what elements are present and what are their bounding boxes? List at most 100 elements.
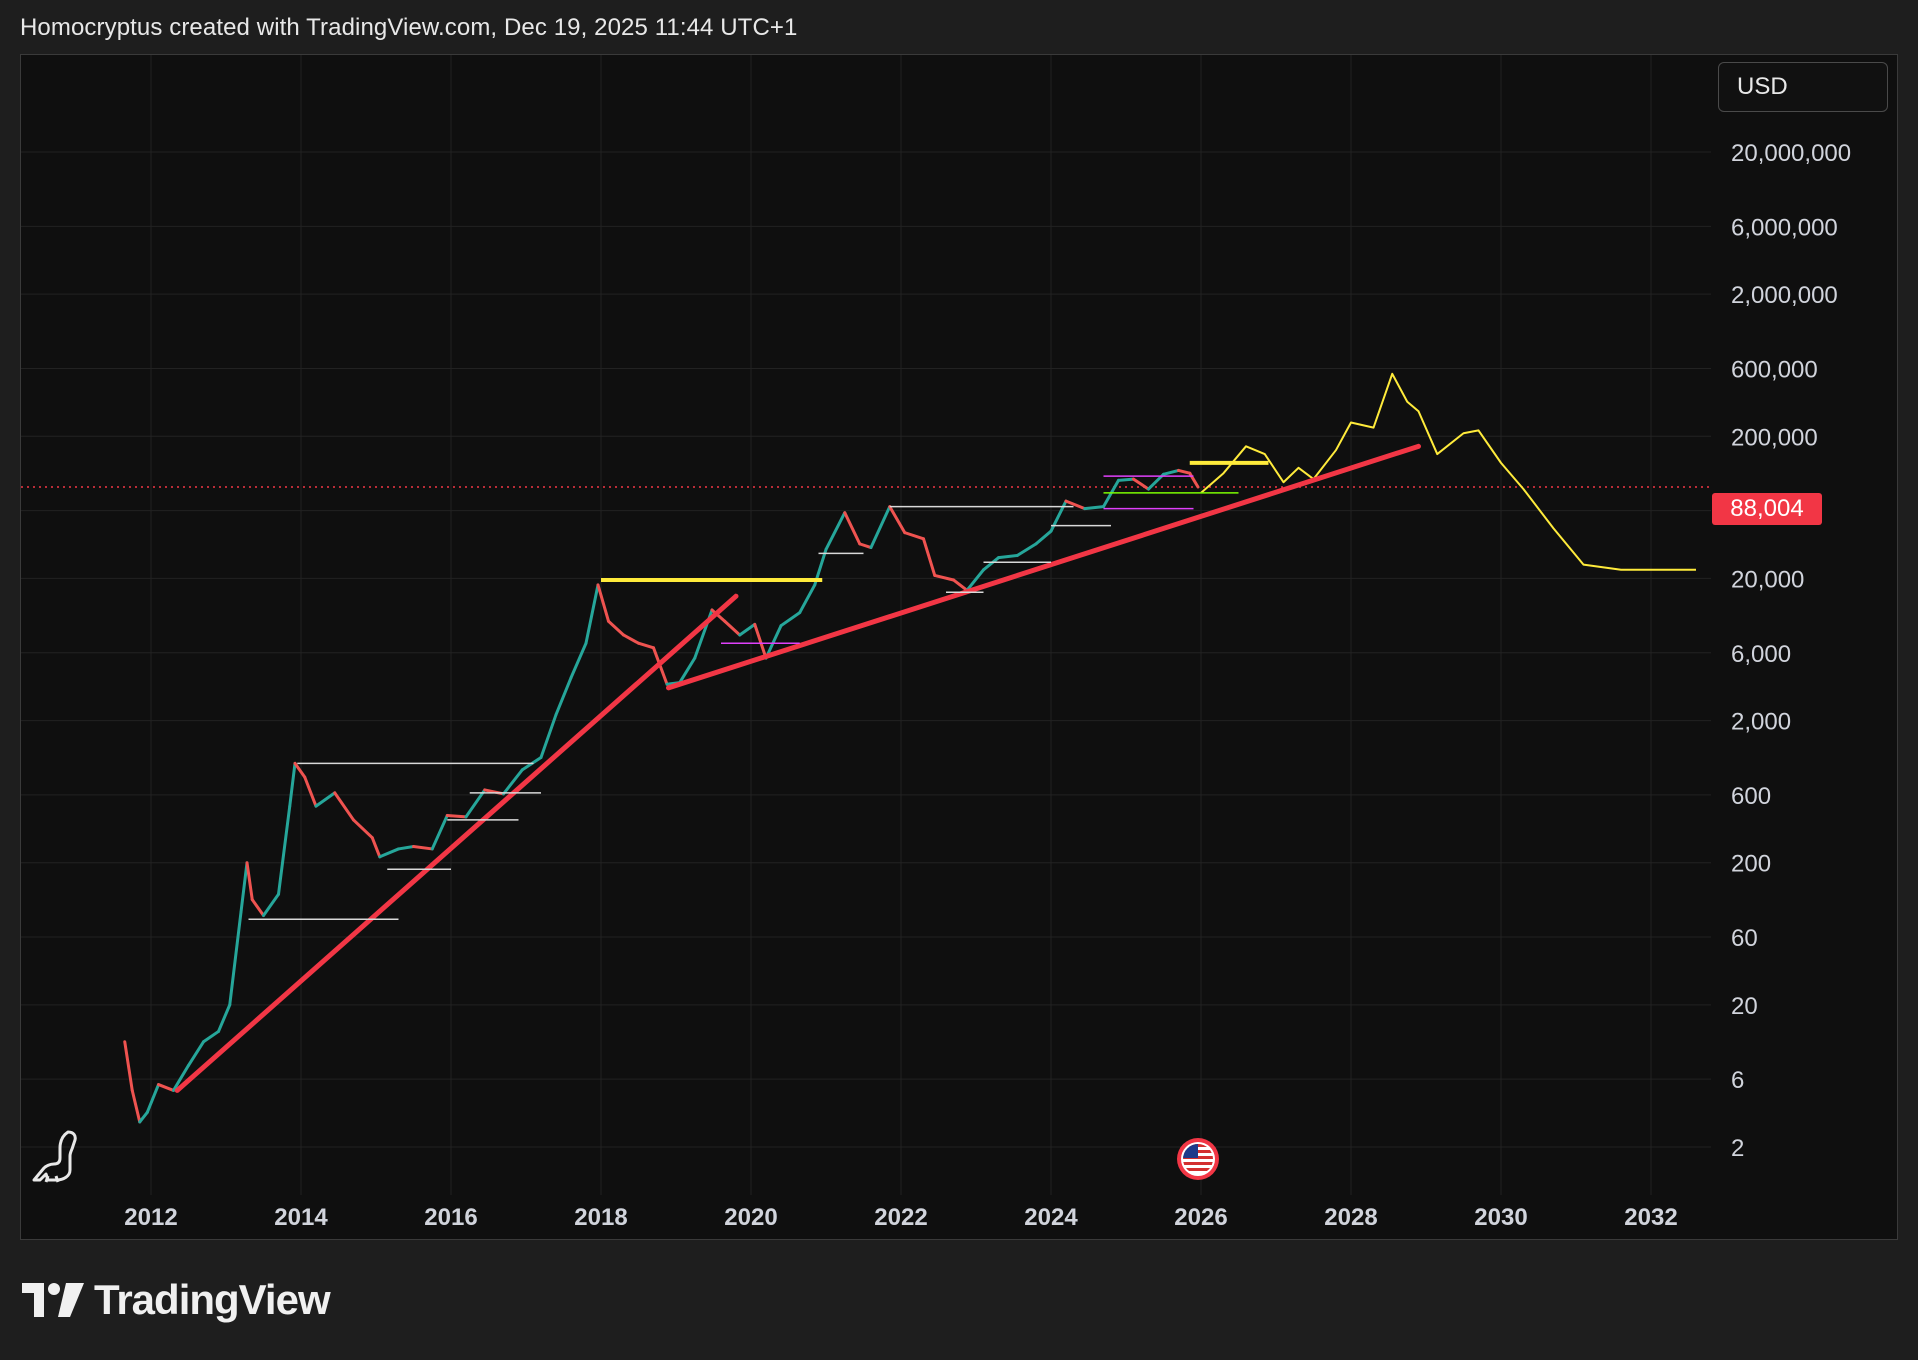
price-segment <box>888 505 907 535</box>
price-segment <box>723 619 742 637</box>
price-segment <box>445 813 468 819</box>
price-segment <box>293 761 307 779</box>
price-segment <box>1049 499 1068 533</box>
price-segment <box>1064 499 1087 511</box>
price-segment <box>228 910 243 1007</box>
support-trendline <box>666 443 1421 691</box>
price-segment <box>262 892 280 918</box>
x-tick-label: 2024 <box>1024 1204 1078 1231</box>
current-price-badge: 88,004 <box>1712 493 1822 525</box>
price-segment <box>539 713 558 759</box>
price-segment <box>965 568 985 592</box>
price-segment <box>397 845 415 851</box>
price-segment <box>502 768 524 796</box>
y-tick-label: 6,000 <box>1731 641 1791 668</box>
price-segment <box>172 1063 190 1092</box>
price-segment <box>798 583 817 615</box>
us-flag-event-icon[interactable] <box>1175 1136 1221 1182</box>
price-segment <box>217 1003 232 1033</box>
price-segment <box>753 622 768 660</box>
y-tick-label: 20 <box>1731 993 1758 1020</box>
price-segment <box>779 611 802 628</box>
price-segment <box>333 791 355 822</box>
x-tick-label: 2030 <box>1474 1204 1527 1231</box>
price-segment <box>187 1040 205 1067</box>
price-segment <box>1117 477 1135 482</box>
price-segment <box>952 578 969 592</box>
price-segment <box>250 898 265 918</box>
y-tick-label: 600,000 <box>1731 356 1818 383</box>
price-segment <box>584 583 600 645</box>
chart-panel[interactable]: 60,000,00020,000,0006,000,0002,000,00060… <box>20 54 1898 1240</box>
chart-attribution: Homocryptus created with TradingView.com… <box>20 14 798 41</box>
y-tick-label: 6,000,000 <box>1731 214 1838 241</box>
y-tick-label: 200,000 <box>1731 424 1818 451</box>
x-tick-label: 2012 <box>124 1204 177 1231</box>
x-tick-label: 2026 <box>1174 1204 1227 1231</box>
price-segment <box>1034 529 1053 546</box>
price-segment <box>637 641 655 650</box>
price-segment <box>288 761 297 808</box>
price-candles <box>123 468 1200 1124</box>
price-segment <box>858 542 873 550</box>
tradingview-logo-icon <box>22 1283 84 1317</box>
price-segment <box>370 836 382 859</box>
y-axis: 60,000,00020,000,0006,000,0002,000,00060… <box>1731 72 1851 1162</box>
price-segment <box>1015 542 1038 557</box>
projection-path <box>1200 372 1696 571</box>
y-tick-label: 20,000,000 <box>1731 140 1851 167</box>
price-segment <box>412 845 434 851</box>
price-segment <box>738 622 757 637</box>
price-segment <box>824 511 847 551</box>
price-segment <box>1083 505 1105 511</box>
price-segment <box>157 1083 175 1092</box>
x-tick-label: 2032 <box>1624 1204 1677 1231</box>
brand-name: TradingView <box>94 1276 331 1323</box>
price-segment <box>352 818 374 840</box>
price-segment <box>239 861 249 914</box>
x-tick-label: 2014 <box>274 1204 328 1231</box>
x-tick-label: 2018 <box>574 1204 627 1231</box>
y-tick-label: 600 <box>1731 783 1771 810</box>
price-segment <box>138 1110 149 1124</box>
y-tick-label: 2,000 <box>1731 709 1791 736</box>
x-tick-label: 2022 <box>874 1204 927 1231</box>
price-segment <box>843 511 862 546</box>
y-tick-label: 2,000,000 <box>1731 282 1838 309</box>
price-segment <box>982 556 1000 572</box>
price-segment <box>464 788 487 819</box>
price-segment <box>1132 477 1150 491</box>
y-tick-label: 200 <box>1731 851 1771 878</box>
price-segment <box>1188 471 1200 489</box>
currency-selector[interactable]: USD <box>1718 62 1888 112</box>
dinosaur-logo-icon <box>32 1130 77 1183</box>
price-segment <box>869 505 892 550</box>
price-segment <box>710 608 727 623</box>
price-segment <box>933 573 955 582</box>
x-tick-label: 2016 <box>424 1204 477 1231</box>
price-chart[interactable]: 60,000,00020,000,0006,000,0002,000,00060… <box>21 55 1897 1239</box>
drawn-annotations <box>174 372 1696 1093</box>
price-segment <box>145 1083 160 1114</box>
price-segment <box>1162 468 1180 476</box>
support-trendline <box>174 593 739 1093</box>
tradingview-brand[interactable]: TradingView <box>22 1276 331 1324</box>
x-axis: 2012 2014 2016 2018 2020 2022 2024 2026 2028 2030… <box>124 1204 1677 1231</box>
price-segment <box>314 791 337 808</box>
y-tick-label: 6 <box>1731 1067 1744 1094</box>
price-segment <box>245 861 254 902</box>
price-segment <box>607 619 625 637</box>
price-segment <box>202 1029 220 1044</box>
price-segment <box>569 641 588 680</box>
price-segment <box>277 804 292 896</box>
price-segment <box>554 676 573 717</box>
price-segment <box>903 531 925 541</box>
y-tick-label: 2 <box>1731 1135 1744 1162</box>
price-segment <box>1177 468 1192 475</box>
grid-lines <box>21 55 1711 1195</box>
price-segment <box>303 775 318 808</box>
y-tick-label: 20,000 <box>1731 566 1804 593</box>
price-segment <box>997 553 1019 560</box>
price-segment <box>130 1088 142 1124</box>
price-segment <box>596 583 610 623</box>
